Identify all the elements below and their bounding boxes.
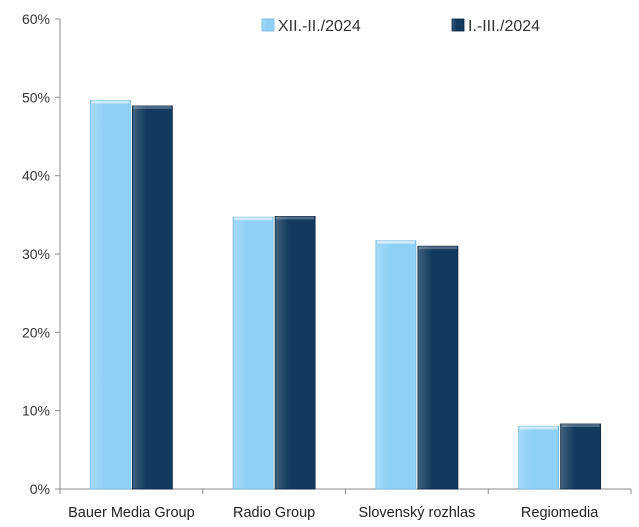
bar-i-iii-1 <box>274 215 316 490</box>
category-labels: Bauer Media Group Radio Group Slovenský ro… <box>68 505 599 521</box>
legend-swatch <box>451 18 465 32</box>
y-tick-label: 10% <box>22 403 50 419</box>
y-tick-label: 20% <box>22 324 50 340</box>
bar-highlight <box>133 105 172 109</box>
bar-highlight <box>234 217 273 221</box>
bar-xii-ii-3 <box>518 425 560 490</box>
bar-highlight <box>376 240 415 244</box>
bar-highlight <box>276 216 315 220</box>
bar-highlight <box>91 100 130 104</box>
bar-i-iii-2 <box>417 245 459 490</box>
bar-highlight <box>418 246 457 250</box>
y-tick-label: 40% <box>22 168 50 184</box>
legend-label: XII.-II./2024 <box>278 18 361 35</box>
bar-xii-ii-0 <box>89 100 131 490</box>
category-label: Slovenský rozhlas <box>358 505 475 521</box>
bar-xii-ii-2 <box>375 240 417 490</box>
x-axis <box>59 488 632 494</box>
category-label: Radio Group <box>233 505 315 521</box>
legend: XII.-II./2024 I.-III./2024 <box>261 18 540 35</box>
bar-xii-ii-1 <box>232 216 274 490</box>
bars <box>89 100 602 490</box>
bar-highlight <box>561 423 600 427</box>
bar-i-iii-3 <box>560 423 602 490</box>
bar-i-iii-0 <box>131 105 173 490</box>
legend-swatch <box>261 18 275 32</box>
y-axis: 0% 10% 20% 30% 40% 50% 60% <box>22 11 61 497</box>
y-tick-label: 60% <box>22 11 50 27</box>
y-tick-label: 0% <box>30 481 50 497</box>
legend-label: I.-III./2024 <box>468 18 540 35</box>
y-tick-label: 30% <box>22 246 50 262</box>
category-label: Regiomedia <box>521 505 599 521</box>
category-label: Bauer Media Group <box>68 505 195 521</box>
bar-highlight <box>519 426 558 430</box>
y-tick-label: 50% <box>22 89 50 105</box>
